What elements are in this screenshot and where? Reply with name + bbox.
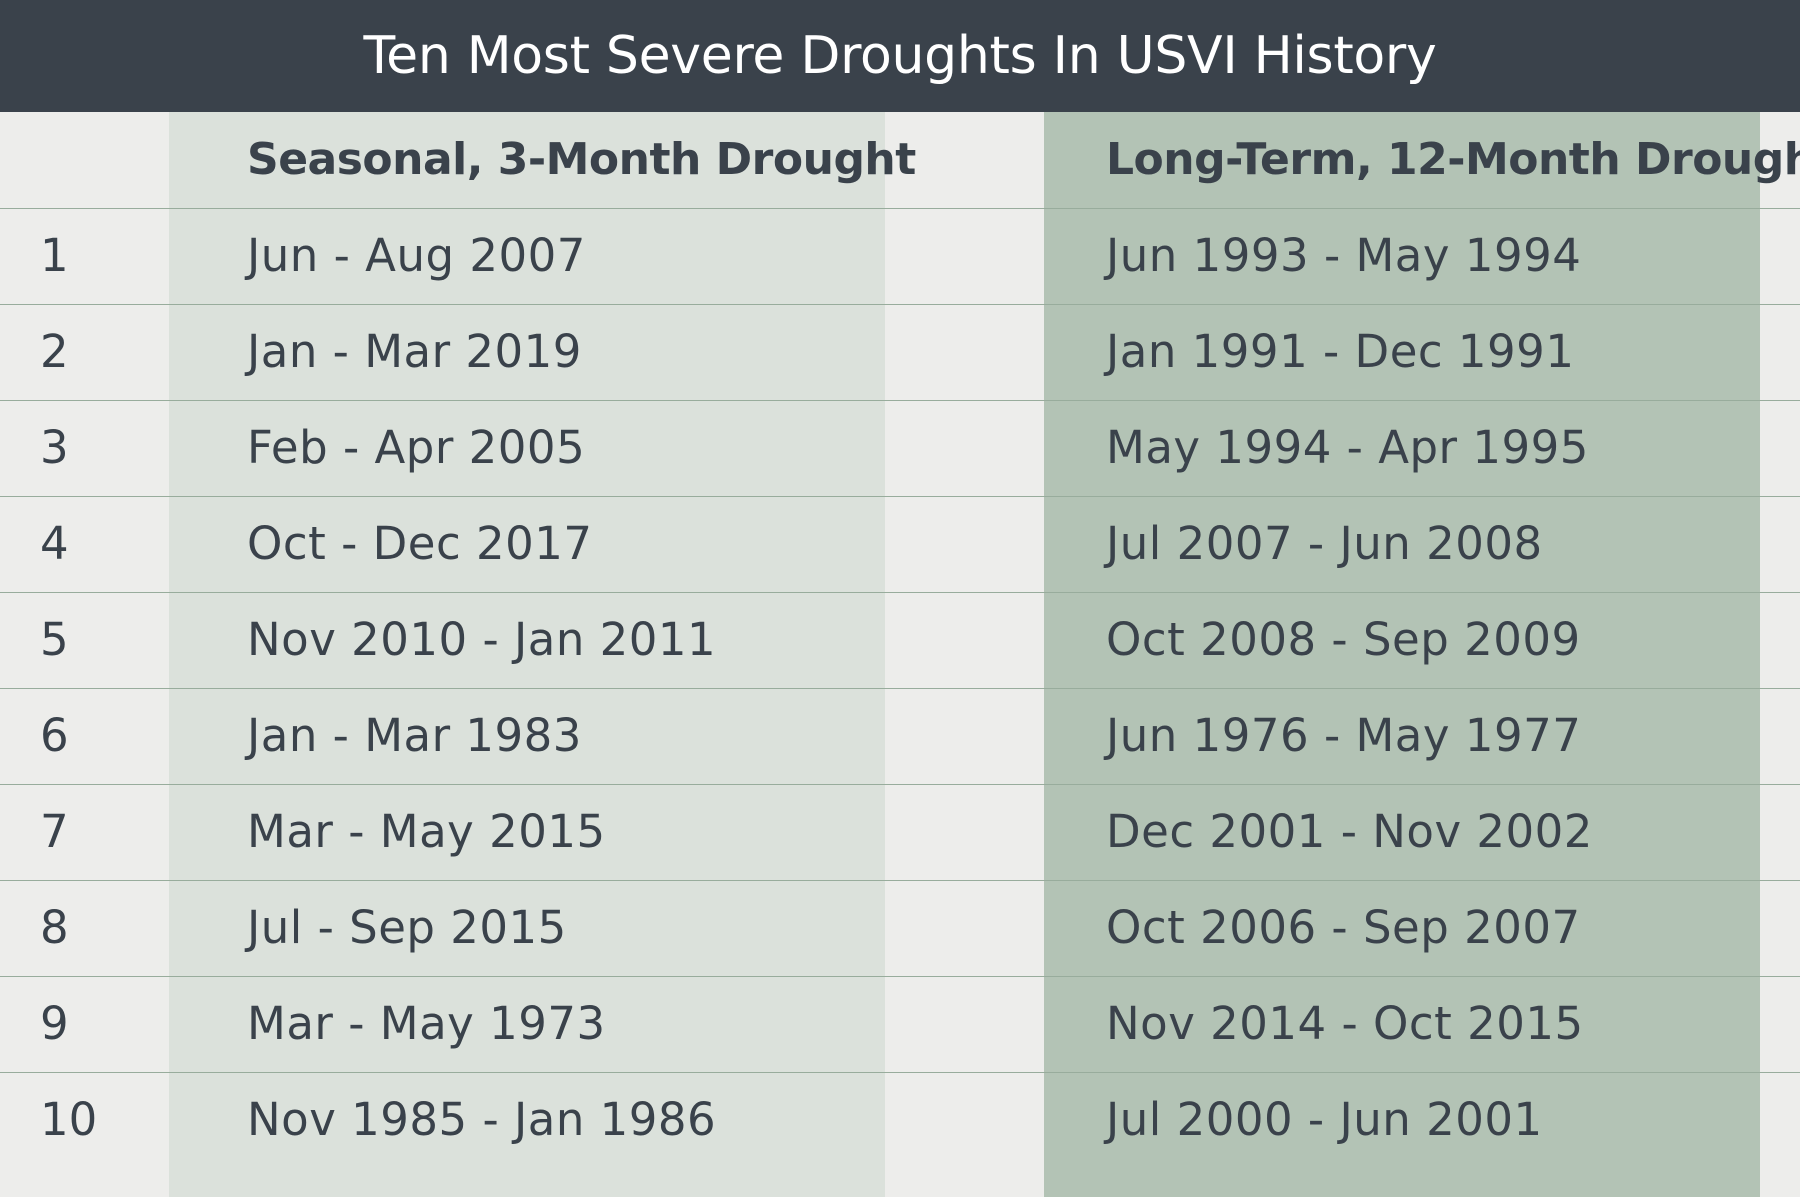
seasonal-column-header: Seasonal, 3-Month Drought bbox=[247, 134, 916, 185]
rank-cell: 7 bbox=[40, 805, 69, 858]
table-body: Seasonal, 3-Month Drought Long-Term, 12-… bbox=[0, 112, 1800, 1197]
rank-cell: 5 bbox=[40, 613, 69, 666]
row-divider bbox=[0, 880, 1800, 881]
long-term-drought-cell: Jun 1993 - May 1994 bbox=[1106, 229, 1582, 282]
long-term-drought-cell: May 1994 - Apr 1995 bbox=[1106, 421, 1589, 474]
rank-cell: 2 bbox=[40, 325, 69, 378]
long-term-drought-cell: Jul 2007 - Jun 2008 bbox=[1106, 517, 1543, 570]
seasonal-drought-cell: Nov 1985 - Jan 1986 bbox=[247, 1093, 717, 1146]
long-term-drought-cell: Nov 2014 - Oct 2015 bbox=[1106, 997, 1584, 1050]
rank-cell: 6 bbox=[40, 709, 69, 762]
long-term-drought-cell: Oct 2008 - Sep 2009 bbox=[1106, 613, 1581, 666]
rank-cell: 4 bbox=[40, 517, 69, 570]
seasonal-drought-cell: Jun - Aug 2007 bbox=[247, 229, 586, 282]
seasonal-drought-cell: Mar - May 1973 bbox=[247, 997, 606, 1050]
row-divider bbox=[0, 688, 1800, 689]
seasonal-drought-cell: Jul - Sep 2015 bbox=[247, 901, 567, 954]
rank-cell: 3 bbox=[40, 421, 69, 474]
rank-cell: 8 bbox=[40, 901, 69, 954]
seasonal-drought-cell: Mar - May 2015 bbox=[247, 805, 606, 858]
long-term-drought-cell: Dec 2001 - Nov 2002 bbox=[1106, 805, 1593, 858]
row-divider bbox=[0, 784, 1800, 785]
row-divider bbox=[0, 1072, 1800, 1073]
long-term-drought-cell: Oct 2006 - Sep 2007 bbox=[1106, 901, 1581, 954]
long-term-drought-cell: Jul 2000 - Jun 2001 bbox=[1106, 1093, 1543, 1146]
seasonal-drought-cell: Nov 2010 - Jan 2011 bbox=[247, 613, 717, 666]
seasonal-column-band bbox=[169, 112, 885, 1197]
row-divider bbox=[0, 496, 1800, 497]
rank-cell: 9 bbox=[40, 997, 69, 1050]
table-title: Ten Most Severe Droughts In USVI History bbox=[363, 26, 1437, 86]
row-divider bbox=[0, 400, 1800, 401]
seasonal-drought-cell: Jan - Mar 2019 bbox=[247, 325, 582, 378]
seasonal-drought-cell: Oct - Dec 2017 bbox=[247, 517, 593, 570]
rank-cell: 1 bbox=[40, 229, 69, 282]
long-term-column-band bbox=[1044, 112, 1760, 1197]
title-bar: Ten Most Severe Droughts In USVI History bbox=[0, 0, 1800, 112]
row-divider bbox=[0, 208, 1800, 209]
long-term-drought-cell: Jun 1976 - May 1977 bbox=[1106, 709, 1582, 762]
row-divider bbox=[0, 592, 1800, 593]
rank-cell: 10 bbox=[40, 1093, 98, 1146]
long-term-drought-cell: Jan 1991 - Dec 1991 bbox=[1106, 325, 1575, 378]
row-divider bbox=[0, 976, 1800, 977]
row-divider bbox=[0, 304, 1800, 305]
seasonal-drought-cell: Feb - Apr 2005 bbox=[247, 421, 586, 474]
long-term-column-header: Long-Term, 12-Month Drought bbox=[1106, 134, 1800, 185]
seasonal-drought-cell: Jan - Mar 1983 bbox=[247, 709, 582, 762]
